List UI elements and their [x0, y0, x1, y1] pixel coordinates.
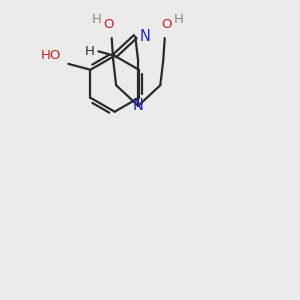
- Text: H: H: [174, 13, 183, 26]
- Text: H: H: [85, 45, 95, 58]
- Text: N: N: [140, 29, 151, 44]
- Text: H: H: [92, 13, 101, 26]
- Text: O: O: [103, 18, 114, 31]
- Text: HO: HO: [40, 49, 61, 62]
- Text: O: O: [161, 18, 171, 31]
- Text: N: N: [133, 98, 144, 113]
